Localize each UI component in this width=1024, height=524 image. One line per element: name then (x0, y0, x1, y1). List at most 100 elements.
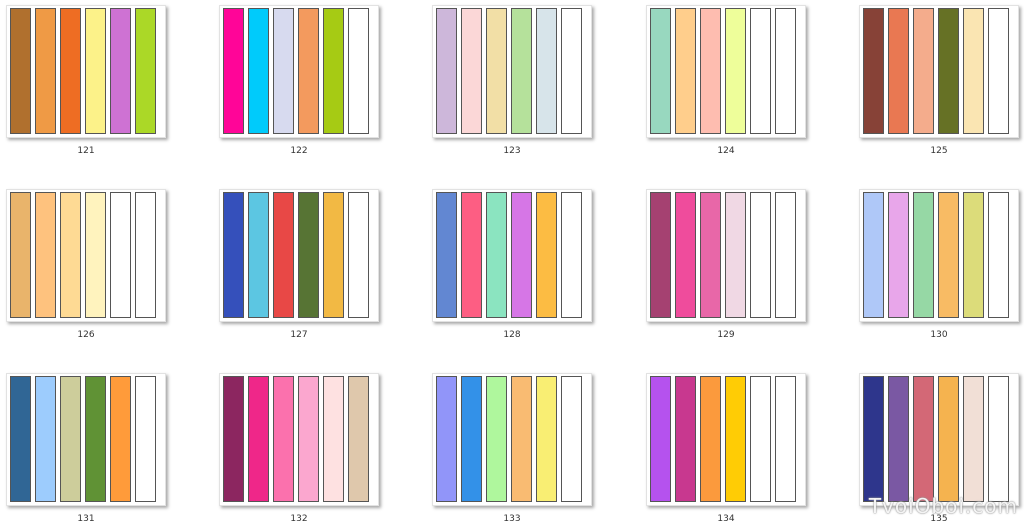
palette-label: 125 (930, 146, 948, 156)
color-swatch (988, 8, 1009, 134)
palette-card (432, 189, 592, 322)
color-swatch (110, 376, 131, 502)
color-swatch (10, 376, 31, 502)
color-swatch (511, 192, 532, 318)
palette-tile[interactable]: 130 (859, 189, 1024, 340)
color-swatch (223, 376, 244, 502)
color-swatch (675, 376, 696, 502)
palette-card (646, 373, 806, 506)
color-swatch (35, 8, 56, 134)
palette-tile[interactable]: 127 (219, 189, 395, 340)
color-swatch (248, 8, 269, 134)
color-swatch (536, 8, 557, 134)
palette-label: 128 (503, 330, 521, 340)
color-swatch (486, 376, 507, 502)
color-swatch (700, 8, 721, 134)
color-swatch (298, 8, 319, 134)
color-swatch (675, 8, 696, 134)
palette-tile[interactable]: 135 (859, 373, 1024, 524)
palette-tile[interactable]: 134 (646, 373, 822, 524)
palette-tile[interactable]: 132 (219, 373, 395, 524)
color-swatch (223, 8, 244, 134)
color-swatch (85, 192, 106, 318)
palette-label: 126 (77, 330, 95, 340)
color-swatch (461, 8, 482, 134)
color-swatch (10, 8, 31, 134)
palette-tile[interactable]: 122 (219, 5, 395, 156)
color-swatch (60, 192, 81, 318)
color-swatch (348, 376, 369, 502)
color-swatch (650, 376, 671, 502)
color-swatch (963, 8, 984, 134)
color-swatch (461, 192, 482, 318)
palette-tile[interactable]: 125 (859, 5, 1024, 156)
palette-tile[interactable]: 133 (432, 373, 608, 524)
palette-card (859, 373, 1019, 506)
color-swatch (85, 8, 106, 134)
color-swatch (700, 376, 721, 502)
color-swatch (725, 376, 746, 502)
color-swatch (35, 376, 56, 502)
palette-label: 133 (503, 514, 521, 524)
palette-card (432, 5, 592, 138)
color-swatch (988, 192, 1009, 318)
palette-label: 124 (717, 146, 735, 156)
palette-card (6, 5, 166, 138)
color-swatch (436, 8, 457, 134)
palette-card (219, 189, 379, 322)
color-swatch (775, 192, 796, 318)
palette-tile[interactable]: 121 (6, 5, 182, 156)
palette-card (432, 373, 592, 506)
color-swatch (863, 376, 884, 502)
palette-tile[interactable]: 124 (646, 5, 822, 156)
color-swatch (750, 376, 771, 502)
palette-tile[interactable]: 126 (6, 189, 182, 340)
palette-tile[interactable]: 129 (646, 189, 822, 340)
palette-label: 122 (290, 146, 308, 156)
color-swatch (963, 192, 984, 318)
color-swatch (675, 192, 696, 318)
palette-label: 121 (77, 146, 95, 156)
color-swatch (938, 192, 959, 318)
color-swatch (750, 8, 771, 134)
palette-tile[interactable]: 128 (432, 189, 608, 340)
color-swatch (725, 8, 746, 134)
color-swatch (35, 192, 56, 318)
color-swatch (135, 376, 156, 502)
color-swatch (273, 376, 294, 502)
palette-card (6, 189, 166, 322)
palette-card (219, 5, 379, 138)
color-swatch (348, 8, 369, 134)
palette-tile[interactable]: 123 (432, 5, 608, 156)
color-swatch (888, 8, 909, 134)
color-swatch (135, 192, 156, 318)
color-swatch (60, 376, 81, 502)
color-swatch (650, 192, 671, 318)
color-swatch (461, 376, 482, 502)
color-swatch (486, 192, 507, 318)
palette-label: 129 (717, 330, 735, 340)
color-swatch (750, 192, 771, 318)
color-swatch (963, 376, 984, 502)
color-swatch (511, 8, 532, 134)
color-swatch (60, 8, 81, 134)
color-swatch (913, 192, 934, 318)
palette-card (6, 373, 166, 506)
color-swatch (10, 192, 31, 318)
color-swatch (436, 192, 457, 318)
color-swatch (561, 8, 582, 134)
color-swatch (273, 192, 294, 318)
color-swatch (561, 192, 582, 318)
palette-label: 134 (717, 514, 735, 524)
color-swatch (486, 8, 507, 134)
palette-label: 135 (930, 514, 948, 524)
color-swatch (536, 192, 557, 318)
palette-card (646, 5, 806, 138)
palette-tile[interactable]: 131 (6, 373, 182, 524)
color-swatch (135, 8, 156, 134)
palette-label: 131 (77, 514, 95, 524)
color-swatch (536, 376, 557, 502)
color-swatch (110, 8, 131, 134)
color-swatch (913, 376, 934, 502)
